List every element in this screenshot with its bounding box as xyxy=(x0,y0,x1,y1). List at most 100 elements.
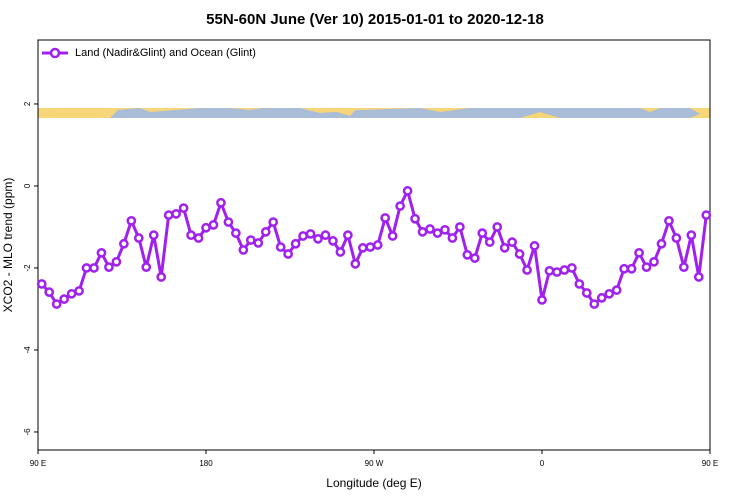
data-point xyxy=(537,295,547,305)
data-point xyxy=(208,220,219,230)
data-point xyxy=(133,233,144,243)
data-point xyxy=(343,230,353,241)
data-point xyxy=(81,263,92,273)
data-point xyxy=(156,272,167,282)
data-point xyxy=(126,215,137,226)
chart-title: 55N-60N June (Ver 10) 2015-01-01 to 2020… xyxy=(206,11,544,28)
data-point xyxy=(223,217,234,227)
data-point xyxy=(522,265,532,275)
data-point xyxy=(350,259,361,269)
data-point xyxy=(335,247,346,257)
data-point xyxy=(119,238,129,249)
data-point xyxy=(671,233,682,243)
data-point xyxy=(268,217,279,227)
data-point xyxy=(260,227,271,237)
data-point xyxy=(275,242,286,252)
x-tick-label: 0 xyxy=(540,459,545,468)
x-tick-label: 90 W xyxy=(365,459,384,468)
data-point xyxy=(447,233,458,243)
data-point xyxy=(425,224,435,234)
y-tick-label: 2 xyxy=(23,101,32,106)
data-point xyxy=(417,227,428,237)
data-point xyxy=(178,203,189,213)
data-point xyxy=(626,263,637,274)
data-point xyxy=(469,253,480,263)
data-point xyxy=(402,186,413,196)
data-point xyxy=(253,238,264,248)
data-point xyxy=(395,201,405,211)
x-tick-label: 180 xyxy=(199,459,213,468)
data-point xyxy=(238,245,249,255)
data-point xyxy=(148,230,159,241)
data-point xyxy=(290,238,301,249)
data-point xyxy=(581,288,592,298)
data-point xyxy=(634,247,644,258)
data-point xyxy=(596,293,607,303)
data-point xyxy=(619,263,629,274)
data-point xyxy=(693,272,704,282)
x-tick-label: 90 E xyxy=(702,459,718,468)
data-point xyxy=(507,237,517,247)
data-point xyxy=(701,210,712,220)
data-point xyxy=(611,285,622,295)
data-point xyxy=(499,243,510,253)
data-point xyxy=(320,230,331,241)
data-point xyxy=(328,236,338,246)
data-point xyxy=(484,237,495,247)
data-point xyxy=(604,288,615,299)
data-point xyxy=(313,234,323,244)
data-point xyxy=(305,229,316,239)
x-axis-label: Longitude (deg E) xyxy=(326,476,421,490)
data-point xyxy=(74,286,84,296)
data-point xyxy=(245,235,256,245)
x-tick-label: 90 E xyxy=(30,459,46,468)
y-tick-label: -6 xyxy=(23,428,32,436)
data-point xyxy=(201,222,211,233)
data-point xyxy=(51,299,62,309)
data-point xyxy=(589,299,600,309)
legend: Land (Nadir&Glint) and Ocean (Glint) xyxy=(42,47,256,59)
data-point xyxy=(163,210,174,220)
data-point xyxy=(567,263,577,273)
data-point xyxy=(544,265,555,276)
data-point xyxy=(44,287,55,297)
legend-swatch xyxy=(49,47,61,59)
data-point xyxy=(462,249,473,260)
legend-label: Land (Nadir&Glint) and Ocean (Glint) xyxy=(75,47,256,59)
y-tick-label: -2 xyxy=(23,264,32,272)
data-point xyxy=(410,213,420,224)
y-axis-label: XCO2 - MLO trend (ppm) xyxy=(1,178,15,313)
data-point xyxy=(216,197,226,208)
data-point xyxy=(559,265,570,275)
data-point xyxy=(66,288,77,299)
data-point xyxy=(89,263,99,273)
data-point xyxy=(649,256,659,267)
data-point xyxy=(372,240,383,250)
data-point xyxy=(36,279,47,289)
data-point xyxy=(686,230,697,241)
data-point xyxy=(492,222,503,232)
data-point xyxy=(477,228,488,238)
data-point xyxy=(432,228,443,238)
data-point xyxy=(193,233,204,243)
data-point xyxy=(455,222,465,232)
data-point xyxy=(111,256,122,267)
y-tick-label: 0 xyxy=(23,183,32,188)
data-point xyxy=(365,242,376,252)
data-point xyxy=(664,215,674,226)
data-point xyxy=(59,294,69,304)
data-point xyxy=(171,208,181,219)
data-point xyxy=(357,243,368,253)
data-point xyxy=(283,249,293,259)
data-point xyxy=(141,262,152,272)
data-point xyxy=(387,231,398,241)
map-strip xyxy=(38,108,710,118)
data-point xyxy=(298,231,308,241)
data-point xyxy=(552,267,562,277)
data-point xyxy=(96,247,107,258)
data-point xyxy=(186,230,196,241)
data-point xyxy=(641,262,652,272)
data-point xyxy=(440,224,450,235)
data-point xyxy=(231,228,241,238)
